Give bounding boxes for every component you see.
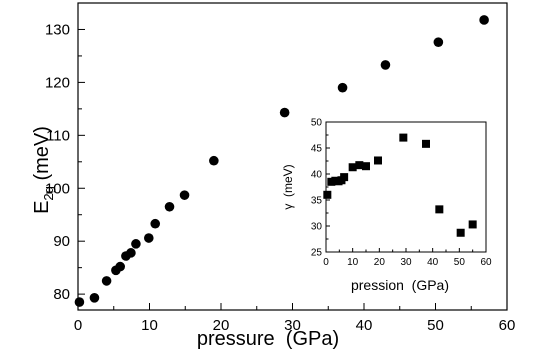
- inset-data-point: [435, 205, 444, 214]
- inset-y-tick-label: 25: [311, 248, 323, 259]
- main-data-point: [115, 261, 125, 272]
- main-y-axis-title-subscript: 2g: [41, 186, 56, 200]
- inset-x-tick-label: 30: [400, 257, 412, 268]
- main-data-point: [74, 297, 85, 307]
- main-y-tick-label: 110: [46, 127, 70, 144]
- main-y-tick-label: 120: [45, 74, 70, 91]
- inset-y-tick-label: 30: [311, 222, 323, 233]
- main-y-axis-title-symbol: E: [31, 201, 53, 214]
- inset-y-tick-label: 50: [311, 118, 323, 129]
- inset-y-axis-title: γ (meV): [281, 164, 295, 209]
- inset-x-tick-label: 60: [480, 257, 492, 268]
- main-data-point: [479, 15, 489, 25]
- inset-y-tick-label: 45: [311, 144, 323, 155]
- main-x-axis-title: pressure (GPa): [197, 328, 339, 350]
- inset-data-point: [468, 220, 477, 229]
- main-x-tick-label: 20: [213, 317, 230, 334]
- main-x-tick-label: 0: [74, 317, 82, 334]
- inset-y-tick-label: 35: [311, 196, 323, 207]
- inset-data-point: [374, 156, 382, 165]
- main-data-point: [101, 276, 112, 286]
- inset-x-tick-label: 20: [374, 257, 386, 268]
- inset-data-point: [422, 139, 430, 148]
- main-data-point: [179, 190, 190, 200]
- inset-data-point: [323, 190, 332, 199]
- main-y-axis-title: E2g (meV): [31, 126, 56, 214]
- main-x-tick-label: 60: [499, 317, 516, 334]
- main-data-point: [380, 60, 391, 70]
- inset-ticks: 0 10 20 30 40 50 60 25 30 35 40 45 50: [311, 118, 492, 269]
- main-x-tick-label: 30: [284, 317, 301, 334]
- main-x-tick-label: 50: [427, 317, 444, 334]
- inset-points: [323, 133, 477, 237]
- main-y-tick-label: 90: [53, 233, 70, 250]
- main-data-point: [337, 82, 348, 93]
- main-data-point: [164, 201, 175, 212]
- main-y-tick-label: 130: [45, 21, 70, 38]
- main-y-axis-title-unit: (meV): [31, 126, 53, 186]
- main-data-point: [150, 218, 161, 229]
- main-data-point: [89, 293, 100, 303]
- inset-data-point: [340, 173, 349, 182]
- main-data-point: [126, 248, 136, 258]
- inset-data-point: [456, 228, 465, 237]
- inset-chart: 0 10 20 30 40 50 60 25 30 35 40 45 50 pression (GPa)…: [281, 118, 492, 294]
- inset-data-point: [348, 163, 357, 172]
- main-data-point: [279, 107, 290, 118]
- inset-x-tick-label: 40: [427, 257, 439, 268]
- main-y-tick-label: 100: [45, 180, 70, 197]
- main-data-point: [131, 239, 141, 249]
- inset-data-point: [362, 162, 370, 171]
- inset-x-tick-label: 10: [347, 257, 359, 268]
- main-x-tick-label: 10: [141, 317, 158, 334]
- inset-x-tick-label: 50: [454, 257, 466, 268]
- inset-data-point: [355, 161, 364, 170]
- main-x-tick-label: 40: [356, 317, 373, 334]
- inset-data-point: [399, 133, 408, 142]
- main-data-point: [209, 155, 219, 166]
- main-points: [74, 15, 489, 307]
- inset-y-tick-label: 40: [311, 170, 323, 181]
- main-data-point: [143, 233, 154, 243]
- main-data-point: [433, 37, 444, 47]
- inset-x-tick-label: 0: [323, 257, 329, 268]
- main-y-tick-label: 80: [53, 286, 70, 303]
- inset-x-axis-title: pression (GPa): [351, 277, 449, 293]
